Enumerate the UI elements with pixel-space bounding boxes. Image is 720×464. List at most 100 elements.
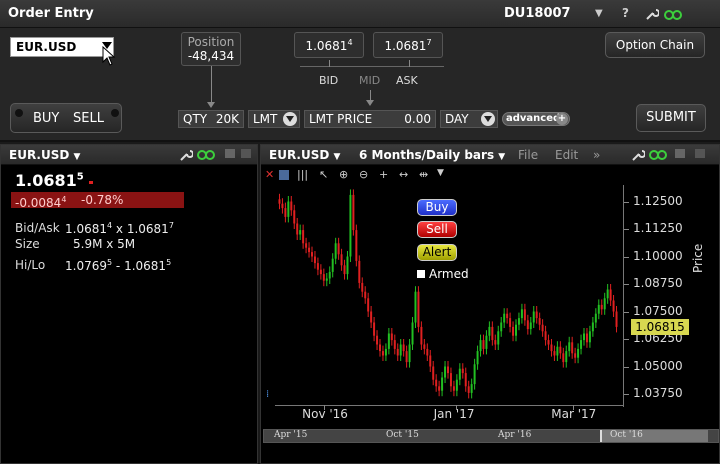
candle xyxy=(538,312,541,331)
candle-body xyxy=(488,326,491,336)
candle xyxy=(305,237,308,254)
chevron-down-icon[interactable]: ▼ xyxy=(73,152,81,162)
candle xyxy=(526,314,529,335)
position-display: Position -48,434 xyxy=(181,32,241,66)
buy-button[interactable]: BUY xyxy=(33,111,60,126)
chevron-down-icon[interactable] xyxy=(283,112,297,126)
order-type-select[interactable]: LMT xyxy=(248,110,300,128)
candle xyxy=(520,303,523,324)
candle xyxy=(302,224,305,249)
high-sup: 5 xyxy=(107,258,113,267)
zoom-out-icon[interactable]: ⊖ xyxy=(359,168,369,181)
candle-body xyxy=(571,342,574,354)
candle-body xyxy=(523,309,526,321)
chevron-down-icon[interactable]: ▼ xyxy=(437,168,444,178)
y-tick-mark xyxy=(623,229,629,230)
maximize-icon[interactable] xyxy=(695,149,705,158)
hi-lo-label: Hi/Lo xyxy=(15,258,46,272)
scroll-left-icon[interactable]: ⁞ xyxy=(266,389,270,400)
hi-lo-value: 1.07695 - 1.06815 xyxy=(65,258,171,273)
candle-body xyxy=(393,340,396,349)
account-selector[interactable]: DU18007 xyxy=(504,6,571,21)
chevron-down-icon[interactable]: ▼ xyxy=(595,8,603,19)
nav-label: Apr '15 xyxy=(274,430,308,440)
candle xyxy=(606,284,609,304)
file-menu[interactable]: File xyxy=(518,148,539,162)
ask-label[interactable]: ASK xyxy=(396,74,418,87)
candle xyxy=(402,339,405,357)
chevron-down-icon[interactable] xyxy=(102,42,112,49)
quantity-field[interactable]: QTY 20K xyxy=(178,110,244,128)
mid-label[interactable]: MID xyxy=(359,74,381,87)
pan-icon[interactable]: ↔ xyxy=(399,168,409,181)
candle xyxy=(325,273,328,287)
armed-checkbox[interactable]: Armed xyxy=(417,267,469,281)
buy-sell-toggle[interactable]: BUY SELL xyxy=(10,103,122,133)
quote-symbol[interactable]: EUR.USD ▼ xyxy=(9,148,80,162)
bid-label[interactable]: BID xyxy=(319,74,339,87)
submit-button[interactable]: SUBMIT xyxy=(636,104,706,132)
chart-buy-button[interactable]: Buy xyxy=(417,199,457,216)
candle xyxy=(488,321,491,342)
y-tick-mark xyxy=(623,366,629,368)
crosshair-icon[interactable]: + xyxy=(379,168,389,181)
wrench-icon[interactable] xyxy=(645,7,659,21)
candle xyxy=(515,319,517,342)
checkbox-icon[interactable] xyxy=(417,270,425,278)
wrench-icon[interactable] xyxy=(631,148,645,162)
candle xyxy=(364,286,367,304)
candle xyxy=(494,334,497,350)
maximize-icon[interactable] xyxy=(241,149,251,158)
chevron-down-icon[interactable] xyxy=(481,112,495,126)
price-chart[interactable] xyxy=(275,185,621,405)
chart-alert-button[interactable]: Alert xyxy=(417,244,457,261)
minimize-icon[interactable] xyxy=(675,149,685,158)
link-icon[interactable] xyxy=(196,149,216,161)
zoom-in-icon[interactable]: ⊕ xyxy=(339,168,349,181)
y-tick-mark xyxy=(623,394,629,395)
bar-chart-icon[interactable]: ||| xyxy=(297,168,309,181)
more-menu[interactable]: » xyxy=(593,148,601,162)
close-icon[interactable]: ✕ xyxy=(265,168,275,181)
candle xyxy=(417,286,420,333)
time-in-force-select[interactable]: DAY xyxy=(440,110,498,128)
chevron-down-icon[interactable]: ▼ xyxy=(498,152,506,162)
candle xyxy=(390,328,393,346)
edit-menu[interactable]: Edit xyxy=(555,148,579,162)
candle xyxy=(603,292,606,315)
advanced-toggle[interactable]: advanced + xyxy=(502,112,570,126)
candle-body xyxy=(497,331,500,345)
chart-type-icon[interactable] xyxy=(279,170,289,180)
chart-sell-button[interactable]: Sell xyxy=(417,221,457,238)
candle-body xyxy=(485,335,488,349)
candle xyxy=(426,343,429,361)
chevron-down-icon[interactable]: ▼ xyxy=(333,152,341,162)
wrench-icon[interactable] xyxy=(179,148,193,162)
bid-price-button[interactable]: 1.06814 xyxy=(294,32,364,58)
x-tick-label: Jan '17 xyxy=(433,407,475,421)
ask-price-button[interactable]: 1.06817 xyxy=(373,32,443,58)
chart-symbol[interactable]: EUR.USD ▼ xyxy=(269,148,340,162)
candle-body xyxy=(358,260,361,283)
option-chain-button[interactable]: Option Chain xyxy=(605,32,705,58)
sell-button[interactable]: SELL xyxy=(73,111,104,126)
y-tick-mark xyxy=(623,256,629,258)
span-icon[interactable]: ⇹ xyxy=(419,168,429,181)
candle-body xyxy=(447,366,449,374)
timeline-navigator[interactable]: Apr '15 Oct '15 Apr '16 Oct '16 xyxy=(263,429,719,443)
chart-period-text: 6 Months/Daily bars xyxy=(359,148,495,162)
help-button[interactable]: ? xyxy=(622,6,629,20)
candle-body xyxy=(322,274,325,281)
timeline-selection[interactable] xyxy=(600,430,708,442)
candle-body xyxy=(449,373,452,387)
minimize-icon[interactable] xyxy=(225,149,235,158)
limit-price-field[interactable]: LMT PRICE 0.00 xyxy=(304,110,436,128)
pointer-icon[interactable]: ↖ xyxy=(319,168,329,181)
candle xyxy=(565,345,568,368)
mouse-cursor-icon xyxy=(102,46,116,66)
symbol-input[interactable]: EUR.USD xyxy=(10,37,114,57)
candle-body xyxy=(355,230,358,261)
chart-period[interactable]: 6 Months/Daily bars ▼ xyxy=(359,148,505,162)
link-icon[interactable] xyxy=(648,149,668,161)
link-icon[interactable] xyxy=(663,9,683,21)
